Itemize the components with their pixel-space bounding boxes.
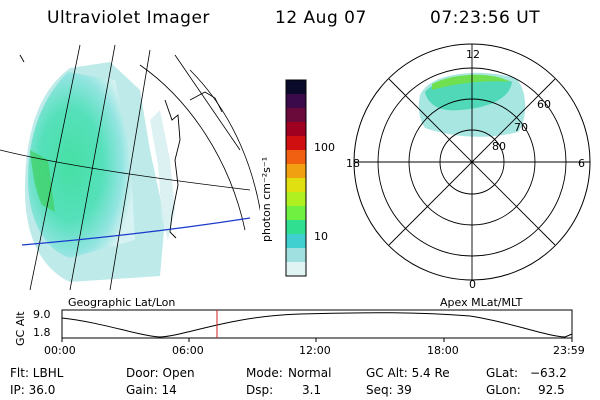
status-glat-value: −63.2 [530, 366, 567, 380]
timeline-xtick-3: 18:00 [427, 344, 459, 357]
colorbar-swatch [286, 80, 306, 95]
status-dsp-label: Dsp: [246, 383, 274, 397]
geographic-map [0, 44, 260, 290]
lat-label-80: 80 [492, 140, 506, 153]
timeline-xtick-4: 23:59 [553, 344, 585, 357]
altitude-curve [61, 312, 573, 338]
mlt-label-bottom: 0 [469, 278, 476, 291]
mlt-label-right: 6 [578, 157, 585, 170]
colorbar-swatch [286, 108, 306, 123]
colorbar-swatch [286, 164, 306, 179]
timeline-xtick-0: 00:00 [44, 344, 76, 357]
status-filter: Flt: LBHL [10, 366, 64, 380]
right-panel-caption: Apex MLat/MLT [440, 296, 523, 309]
timeline-ytick-top: 9.0 [33, 308, 51, 321]
instrument-title: Ultraviolet Imager [47, 8, 210, 28]
colorbar-swatch [286, 220, 306, 235]
altitude-timeline [61, 309, 573, 342]
status-glat-label: GLat: [486, 366, 519, 380]
status-glon-label: GLon: [486, 383, 521, 397]
mlt-label-top: 12 [466, 48, 480, 61]
terminator-line [21, 217, 251, 246]
observation-time: 07:23:56 UT [430, 8, 541, 28]
status-door: Door: Open [126, 366, 195, 380]
status-glon-value: 92.5 [538, 383, 565, 397]
colorbar-swatch [286, 122, 306, 137]
colorbar-border [285, 79, 307, 277]
colorbar-swatch [286, 248, 306, 263]
timeline-xtick-1: 06:00 [172, 344, 204, 357]
colorbar-swatch [286, 262, 306, 277]
colorbar-swatch [286, 150, 306, 165]
colorbar-swatch [286, 136, 306, 151]
status-gc-alt: GC Alt: 5.4 Re [366, 366, 450, 380]
left-panel-caption: Geographic Lat/Lon [68, 296, 176, 309]
timeline-ytick-bottom: 1.8 [33, 326, 51, 339]
lat-label-70: 70 [514, 121, 528, 134]
status-gain: Gain: 14 [126, 383, 177, 397]
colorbar-swatch [286, 206, 306, 221]
colorbar-swatch [286, 192, 306, 207]
colorbar-unit-label: photon cm⁻²s⁻¹ [260, 156, 273, 242]
timeline-xtick-2: 12:00 [299, 344, 331, 357]
colorbar-tick-100: 100 [314, 141, 335, 154]
observation-date: 12 Aug 07 [275, 8, 367, 28]
polar-plot [353, 43, 591, 281]
mlt-label-left: 18 [346, 157, 360, 170]
colorbar-swatch [286, 234, 306, 249]
status-ip: IP: 36.0 [10, 383, 56, 397]
colorbar [285, 79, 307, 277]
colorbar-swatch [286, 94, 306, 109]
lat-label-60: 60 [537, 98, 551, 111]
colorbar-tick-10: 10 [314, 230, 328, 243]
status-mode-value: Normal [288, 366, 332, 380]
colorbar-swatch [286, 178, 306, 193]
status-dsp-value: 3.1 [302, 383, 322, 397]
status-mode-label: Mode: [246, 366, 283, 380]
coastline [164, 99, 181, 239]
status-seq: Seq: 39 [366, 383, 412, 397]
timeline-ylabel: GC Alt [14, 311, 27, 346]
